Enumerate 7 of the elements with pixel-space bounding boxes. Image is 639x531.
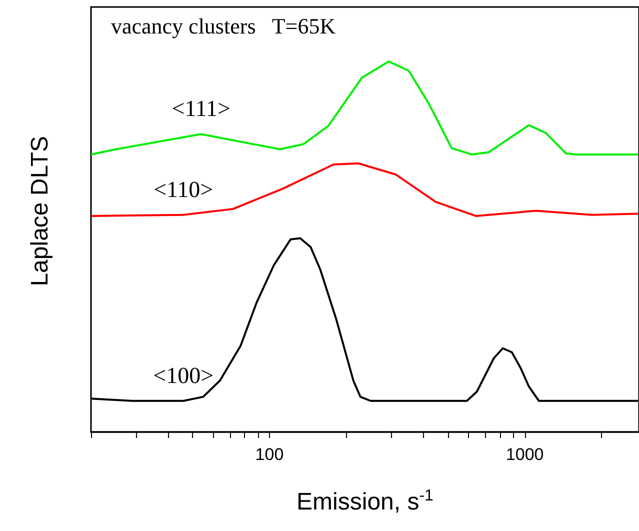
x-tick-label: 100 (255, 445, 284, 464)
y-axis-title: Laplace DLTS (26, 136, 54, 286)
x-tick-label: 1000 (506, 445, 544, 464)
series-label: <100> (153, 362, 214, 388)
series-label: <111> (172, 96, 231, 122)
chart-title: vacancy clusters T=65K (111, 14, 336, 38)
series-label: <110> (154, 176, 214, 202)
